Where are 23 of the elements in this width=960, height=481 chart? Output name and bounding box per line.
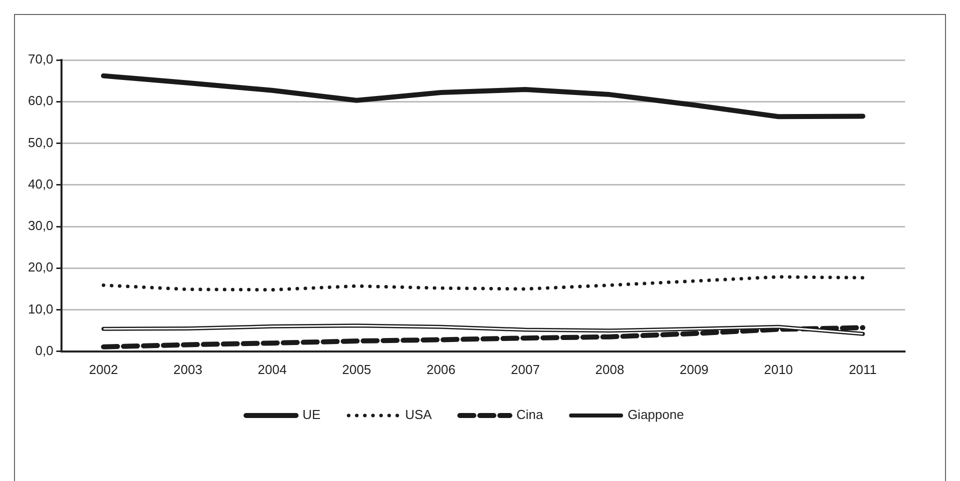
y-tick-label: 10,0 — [28, 301, 54, 316]
y-tick-label: 70,0 — [28, 52, 54, 67]
y-tick-label: 50,0 — [28, 134, 54, 150]
y-tick-label: 40,0 — [28, 176, 54, 192]
legend-label: Giappone — [628, 407, 684, 422]
legend-label: Cina — [516, 407, 544, 422]
x-tick-label: 2006 — [426, 362, 456, 377]
x-tick-label: 2004 — [258, 362, 287, 377]
legend-label: USA — [405, 407, 432, 422]
x-tick-label: 2007 — [510, 362, 540, 377]
legend-label: UE — [302, 407, 321, 422]
x-tick-label: 2005 — [342, 362, 372, 377]
line-series — [102, 275, 865, 292]
x-tick-label: 2002 — [89, 362, 118, 377]
x-tick-label: 2008 — [595, 362, 624, 377]
y-tick-label: 60,0 — [28, 93, 54, 108]
y-tick-label: 30,0 — [28, 218, 54, 234]
x-tick-label: 2003 — [173, 362, 202, 377]
x-tick-label: 2011 — [848, 362, 877, 377]
x-tick-label: 2010 — [764, 362, 793, 377]
y-tick-label: 0,0 — [35, 342, 54, 358]
y-tick-label: 20,0 — [28, 260, 54, 275]
x-tick-label: 2009 — [680, 362, 709, 377]
